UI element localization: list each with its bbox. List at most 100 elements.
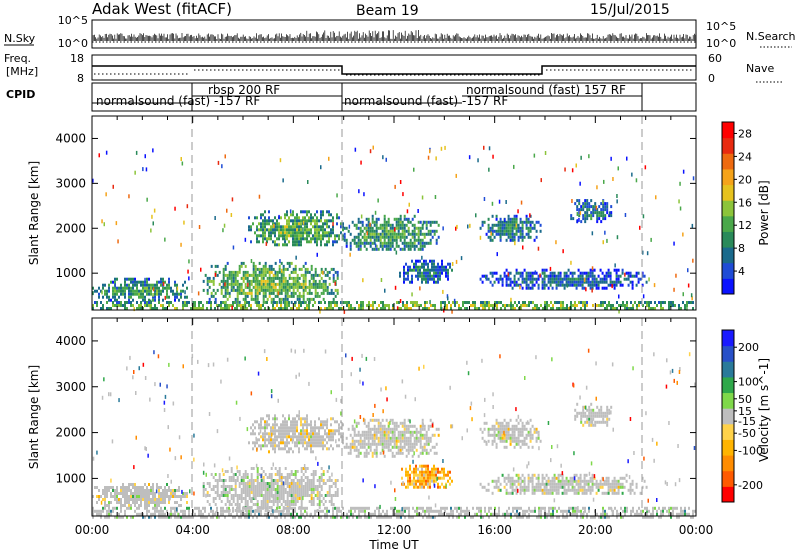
scatter-cell — [102, 304, 104, 307]
scatter-cell — [393, 442, 396, 446]
scatter-cell — [264, 485, 267, 488]
scatter-cell — [230, 476, 233, 479]
scatter-cell — [274, 500, 277, 503]
scatter-cell — [124, 495, 126, 498]
scatter-cell — [326, 210, 328, 214]
scatter-cell — [210, 279, 213, 283]
scatter-cell — [144, 495, 146, 498]
scatter-cell — [262, 270, 265, 274]
scatter-cell — [503, 232, 506, 236]
scatter-cell — [431, 235, 434, 239]
scatter-cell — [559, 277, 562, 281]
scatter-cell — [353, 235, 356, 239]
scatter-cell — [393, 217, 396, 221]
scatter-cell — [282, 267, 285, 271]
scatter-cell — [389, 235, 392, 239]
scatter-cell — [417, 232, 420, 236]
scatter-cell — [365, 442, 368, 446]
scatter-cell — [413, 268, 415, 272]
scatter-cell — [210, 301, 212, 304]
scatter-cell — [202, 494, 205, 497]
scatter-cell — [395, 439, 398, 443]
scatter-cell — [132, 498, 134, 501]
scatter-cell — [316, 435, 318, 439]
scatter-cell — [322, 503, 325, 506]
scatter-cell — [284, 288, 287, 292]
scatter-cell — [118, 501, 120, 504]
scatter-cell — [419, 479, 421, 483]
scatter-cell — [162, 298, 164, 302]
scatter-cell — [260, 307, 262, 310]
scatter-cell — [286, 450, 288, 454]
scatter-cell — [202, 304, 204, 307]
scatter-cell — [437, 262, 439, 266]
scatter-cell — [285, 235, 287, 240]
scatter-cell — [517, 283, 520, 287]
scatter-cell — [152, 483, 154, 486]
scatter-cell — [274, 467, 277, 470]
scatter-cell — [132, 280, 134, 284]
scatter-cell — [166, 295, 168, 299]
scatter-cell — [639, 225, 641, 230]
scatter-cell — [395, 442, 398, 446]
scatter-cell — [116, 289, 118, 293]
scatter-cell — [264, 264, 267, 268]
scatter-cell — [224, 307, 226, 310]
scatter-cell — [306, 494, 309, 497]
scatter-cell — [433, 280, 435, 284]
scatter-cell — [489, 229, 492, 233]
scatter-cell — [168, 277, 170, 281]
scatter-cell — [419, 271, 421, 275]
scatter-cell — [224, 488, 227, 491]
scatter-cell — [266, 497, 269, 500]
scatter-cell — [346, 304, 348, 307]
scatter-cell — [409, 482, 411, 486]
scatter-cell — [510, 297, 512, 302]
scatter-cell — [268, 450, 270, 454]
scatter-cell — [635, 283, 638, 287]
scatter-cell — [116, 501, 118, 504]
scatter-cell — [507, 277, 510, 281]
scatter-cell — [383, 439, 386, 443]
scatter-cell — [600, 304, 602, 307]
scatter-cell — [292, 485, 295, 488]
scatter-cell — [314, 426, 316, 430]
scatter-cell — [498, 301, 500, 304]
scatter-cell — [332, 301, 334, 304]
scatter-cell — [511, 217, 514, 221]
scatter-cell — [228, 479, 231, 482]
scatter-cell — [435, 467, 437, 471]
scatter-cell — [487, 430, 490, 434]
scatter-cell — [118, 498, 120, 501]
scatter-cell — [594, 208, 597, 212]
scatter-cell — [222, 485, 225, 488]
scatter-cell — [114, 289, 116, 293]
scatter-cell — [435, 268, 437, 272]
scatter-cell — [613, 283, 616, 287]
scatter-cell — [264, 307, 266, 310]
scatter-cell — [389, 244, 392, 248]
scatter-cell — [270, 234, 272, 238]
scatter-cell — [626, 307, 628, 310]
scatter-cell — [391, 241, 394, 245]
scatter-cell — [288, 261, 291, 265]
scatter-cell — [322, 213, 324, 217]
scatter-cell — [584, 304, 586, 307]
scatter-cell — [128, 298, 130, 302]
scatter-cell — [425, 442, 428, 446]
scatter-cell — [427, 451, 430, 455]
scatter-cell — [375, 229, 378, 233]
nave-tick-low: 0 — [708, 72, 715, 85]
scatter-cell — [320, 165, 322, 170]
scatter-cell — [639, 277, 642, 281]
scatter-cell — [407, 451, 410, 455]
scatter-cell — [435, 238, 438, 242]
scatter-cell — [485, 421, 488, 425]
scatter-cell — [371, 454, 374, 458]
scatter-cell — [134, 498, 136, 501]
scatter-cell — [221, 164, 223, 169]
scatter-cell — [272, 291, 275, 295]
scatter-cell — [223, 223, 226, 228]
scatter-cell — [387, 232, 390, 236]
scatter-cell — [488, 167, 490, 172]
